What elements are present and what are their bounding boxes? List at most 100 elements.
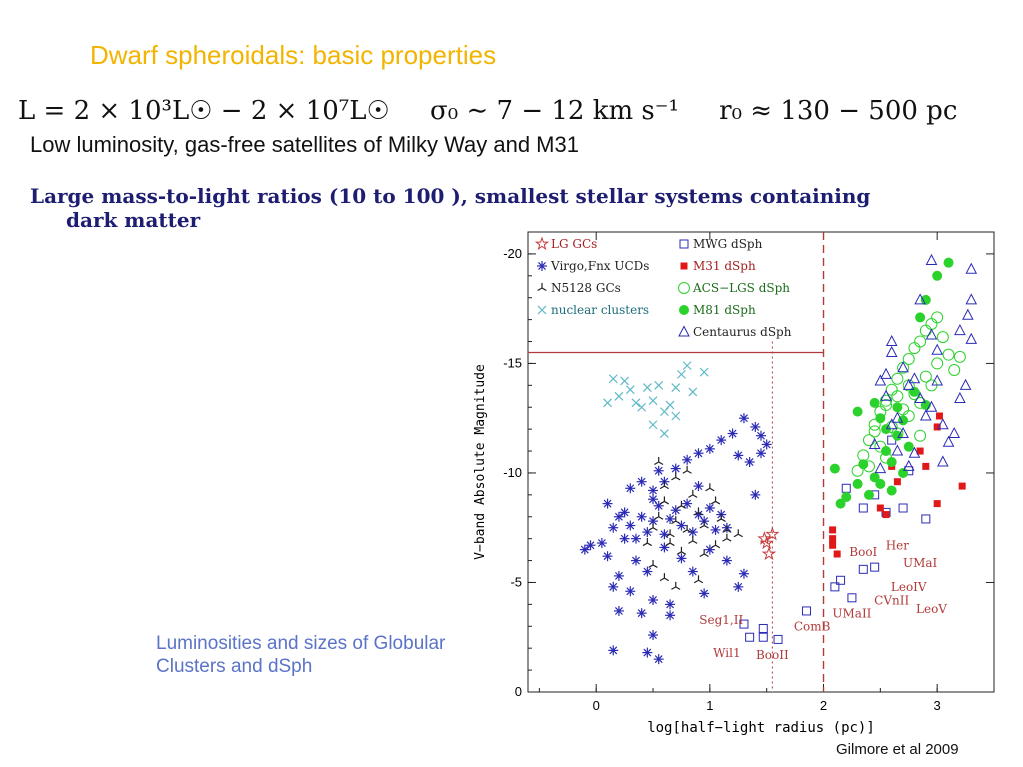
- asterisk-stroke: [620, 534, 629, 543]
- tri-stroke: [681, 551, 687, 555]
- circle-marker: [852, 478, 863, 489]
- data-point: [829, 526, 837, 534]
- circle-marker: [875, 413, 886, 424]
- data-point: [937, 418, 949, 430]
- data-point: [670, 463, 681, 474]
- data-point: [653, 654, 664, 665]
- asterisk-stroke: [739, 569, 748, 578]
- data-point: [631, 398, 641, 408]
- annotation-label: BooII: [756, 648, 789, 662]
- asterisk-stroke: [728, 429, 737, 438]
- data-point: [733, 450, 744, 461]
- x-stroke: [682, 361, 692, 371]
- data-point: [903, 441, 914, 452]
- asterisk-stroke: [666, 611, 675, 620]
- data-point: [875, 478, 886, 489]
- asterisk-stroke: [666, 600, 675, 609]
- data-point: [602, 498, 613, 509]
- triangle-marker: [954, 323, 966, 336]
- tri-stroke: [671, 476, 677, 481]
- data-point: [750, 489, 761, 500]
- tri-stroke: [716, 518, 722, 522]
- y-tick-label: -15: [503, 355, 522, 370]
- triangle-marker: [874, 374, 887, 386]
- data-point: [665, 529, 675, 538]
- data-point: [693, 481, 704, 492]
- data-point: [648, 630, 659, 641]
- asterisk-stroke: [637, 609, 646, 618]
- y-tick-label: -20: [503, 246, 522, 261]
- square-marker: [833, 550, 841, 558]
- annotation-label: LeoV: [916, 602, 947, 616]
- x-stroke: [620, 376, 630, 386]
- tri-stroke: [654, 461, 660, 466]
- data-point: [902, 353, 915, 366]
- data-point: [758, 623, 768, 633]
- bullet-mass-to-light-line1: Large mass-to-light ratios (10 to 100 ),…: [30, 184, 871, 208]
- asterisk-stroke: [632, 534, 640, 543]
- data-point: [933, 500, 941, 508]
- data-point: [948, 364, 961, 376]
- circle-marker: [931, 357, 944, 370]
- tri-stroke: [664, 485, 670, 490]
- data-point: [671, 411, 681, 421]
- triangle-marker: [880, 389, 892, 401]
- data-point: [852, 478, 863, 489]
- data-point: [962, 308, 974, 320]
- figure-credit: Gilmore et al 2009: [836, 741, 959, 758]
- annotation-label: BooI: [849, 545, 877, 559]
- data-point: [687, 566, 698, 577]
- circle-marker: [851, 464, 864, 477]
- legend-label: MWG dSph: [693, 237, 763, 251]
- asterisk-stroke: [597, 539, 606, 548]
- data-point: [671, 581, 681, 590]
- triangle-marker: [948, 426, 961, 439]
- data-point: [630, 533, 641, 544]
- asterisk-stroke: [694, 510, 703, 519]
- asterisk-stroke: [757, 449, 765, 458]
- data-point: [801, 606, 811, 616]
- tri-stroke: [722, 538, 728, 542]
- square-marker: [758, 632, 768, 642]
- circle-marker: [868, 425, 881, 438]
- data-point: [922, 462, 930, 470]
- equation-luminosity: L = 2 × 10³L☉ − 2 × 10⁷L☉: [18, 96, 390, 126]
- asterisk-stroke: [739, 414, 748, 423]
- tri-stroke: [642, 542, 648, 547]
- circle-marker: [886, 485, 897, 496]
- data-point: [733, 581, 744, 592]
- data-point: [932, 270, 943, 281]
- data-point: [829, 535, 837, 543]
- tri-stroke: [671, 586, 677, 590]
- data-point: [682, 498, 693, 509]
- square-marker: [858, 503, 868, 513]
- triangle-marker: [885, 345, 898, 357]
- data-point: [704, 503, 715, 513]
- tri-stroke: [659, 485, 665, 490]
- annotation-label: Her: [886, 539, 910, 553]
- tri-stroke: [648, 527, 654, 531]
- data-point: [608, 581, 619, 592]
- data-point: [659, 429, 669, 438]
- data-point: [965, 332, 978, 344]
- tri-stroke: [675, 476, 681, 481]
- data-point: [613, 605, 624, 616]
- data-point: [858, 564, 868, 574]
- data-point: [868, 437, 881, 449]
- data-point: [608, 645, 619, 656]
- data-point: [829, 463, 840, 474]
- data-point: [919, 409, 932, 421]
- square-marker: [829, 541, 837, 549]
- data-point: [931, 311, 944, 324]
- star-marker: [765, 526, 780, 541]
- triangle-marker: [908, 446, 921, 458]
- data-point: [688, 387, 698, 397]
- asterisk-stroke: [705, 444, 714, 453]
- circle-marker: [909, 386, 920, 397]
- asterisk-stroke: [649, 486, 657, 495]
- x-stroke: [614, 391, 624, 401]
- asterisk-stroke: [649, 596, 657, 604]
- data-point: [671, 516, 681, 525]
- x-tick-label: 2: [820, 698, 827, 713]
- data-point: [596, 538, 607, 549]
